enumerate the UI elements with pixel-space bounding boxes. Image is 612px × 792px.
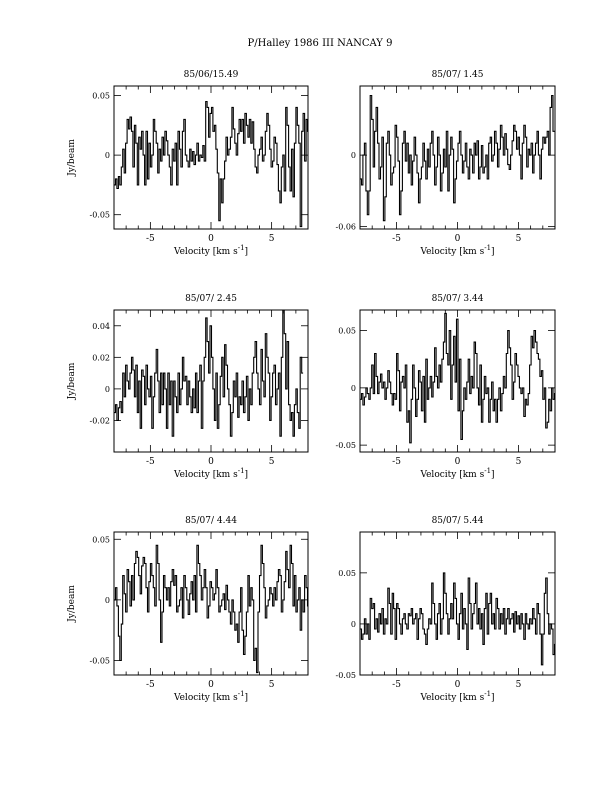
- x-tick-label: 5: [516, 680, 522, 690]
- y-tick-label: 0: [351, 384, 356, 393]
- x-axis-label-bracket: ]: [491, 470, 495, 480]
- x-axis-label-exponent: -1: [484, 244, 491, 252]
- y-tick-label: 0.05: [338, 327, 356, 336]
- x-tick-label: 5: [269, 457, 275, 467]
- x-tick-label: 0: [208, 680, 214, 690]
- panel-title: 85/07/ 2.45: [185, 294, 237, 304]
- x-axis-label: Velocity [km s-1]: [173, 690, 248, 703]
- spectrum-line: [114, 309, 304, 437]
- x-axis-label-bracket: ]: [245, 247, 249, 257]
- y-tick-label: 0: [105, 385, 110, 394]
- x-tick-label: 0: [208, 457, 214, 467]
- panel-4: 85/07/ 3.44 -5 0 5 0.05 0 -0.05 Velocity [km s-…: [335, 294, 556, 480]
- panel-title: 85/07/ 1.45: [432, 70, 484, 80]
- x-tick-label: 5: [516, 457, 522, 467]
- plot-frame: [113, 531, 309, 676]
- x-axis-label: Velocity [km s-1]: [173, 244, 248, 257]
- page-title: P/Halley 1986 III NANCAY 9: [247, 38, 393, 49]
- x-tick-label: -5: [146, 680, 155, 690]
- panel-2: 85/07/ 1.45 -5 0 5 0 -0.06 Velocity [km s-1]: [335, 70, 556, 257]
- y-axis-label: Jy/beam: [67, 362, 77, 400]
- y-axis-label: Jy/beam: [67, 139, 77, 177]
- x-axis-label-text: Velocity [km s: [173, 247, 238, 257]
- x-axis-label-text: Velocity [km s: [419, 470, 484, 480]
- x-axis-label: Velocity [km s-1]: [419, 244, 494, 257]
- y-tick-label: 0.02: [92, 353, 110, 362]
- x-tick-label: 0: [455, 680, 461, 690]
- x-axis-label-bracket: ]: [245, 470, 249, 480]
- spectrum-line: [360, 572, 556, 666]
- x-axis-label-bracket: ]: [491, 693, 495, 703]
- panel-title: 85/06/15.49: [184, 70, 239, 80]
- panel-3: 85/07/ 2.45 -5 0 5 0.04 0.02 0 -0.02 Velocity [k…: [67, 294, 309, 480]
- panel-5: 85/07/ 4.44 -5 0 5 0.05 0 -0.05 Velocity [km s-…: [67, 516, 309, 703]
- spectrum-line: [114, 544, 309, 674]
- x-axis-label-text: Velocity [km s: [419, 693, 484, 703]
- x-axis-label: Velocity [km s-1]: [419, 467, 494, 480]
- y-tick-label: 0: [351, 151, 356, 160]
- x-axis-label-exponent: -1: [238, 467, 245, 475]
- y-tick-label: 0.05: [92, 535, 110, 544]
- x-axis-label: Velocity [km s-1]: [419, 690, 494, 703]
- x-axis-label-text: Velocity [km s: [173, 470, 238, 480]
- x-tick-label: 5: [516, 234, 522, 244]
- x-axis-label-text: Velocity [km s: [419, 247, 484, 257]
- y-tick-label: 0.04: [92, 322, 110, 331]
- y-tick-label: -0.05: [89, 656, 110, 665]
- x-tick-label: 0: [208, 234, 214, 244]
- spectrum-line: [360, 312, 556, 444]
- y-tick-label: 0: [351, 620, 356, 629]
- spectrum-line: [360, 94, 555, 222]
- x-axis-label-bracket: ]: [245, 693, 249, 703]
- x-axis-label: Velocity [km s-1]: [173, 467, 248, 480]
- panel-title: 85/07/ 3.44: [432, 294, 484, 304]
- y-tick-label: 0: [105, 151, 110, 160]
- x-axis-label-exponent: -1: [484, 690, 491, 698]
- y-tick-label: -0.05: [335, 441, 356, 450]
- x-tick-label: 5: [269, 680, 275, 690]
- x-tick-label: 0: [455, 457, 461, 467]
- y-tick-label: -0.05: [335, 671, 356, 680]
- x-axis-label-bracket: ]: [491, 247, 495, 257]
- x-tick-label: -5: [146, 457, 155, 467]
- panel-1: 85/06/15.49 -5 0 5 0.05 0 -0.05 Velocity [km s-…: [67, 70, 309, 257]
- x-tick-label: -5: [392, 234, 401, 244]
- panel-title: 85/07/ 4.44: [185, 516, 237, 526]
- y-axis-label: Jy/beam: [67, 585, 77, 623]
- spectrum-line: [114, 100, 309, 228]
- x-tick-label: 5: [269, 234, 275, 244]
- x-axis-label-text: Velocity [km s: [173, 693, 238, 703]
- y-tick-label: -0.05: [89, 211, 110, 220]
- panel-title: 85/07/ 5.44: [432, 516, 484, 526]
- x-axis-label-exponent: -1: [238, 244, 245, 252]
- x-tick-label: -5: [392, 457, 401, 467]
- x-axis-label-exponent: -1: [238, 690, 245, 698]
- y-tick-label: 0: [105, 596, 110, 605]
- x-tick-label: -5: [146, 234, 155, 244]
- y-tick-label: 0.05: [338, 569, 356, 578]
- x-tick-label: 0: [455, 234, 461, 244]
- x-tick-label: -5: [392, 680, 401, 690]
- panel-6: 85/07/ 5.44 -5 0 5 0.05 0 -0.05 Velocity [km s-…: [335, 516, 556, 703]
- y-tick-label: -0.02: [89, 416, 110, 425]
- x-axis-label-exponent: -1: [484, 467, 491, 475]
- y-tick-label: 0.05: [92, 92, 110, 101]
- y-tick-label: -0.06: [335, 223, 356, 232]
